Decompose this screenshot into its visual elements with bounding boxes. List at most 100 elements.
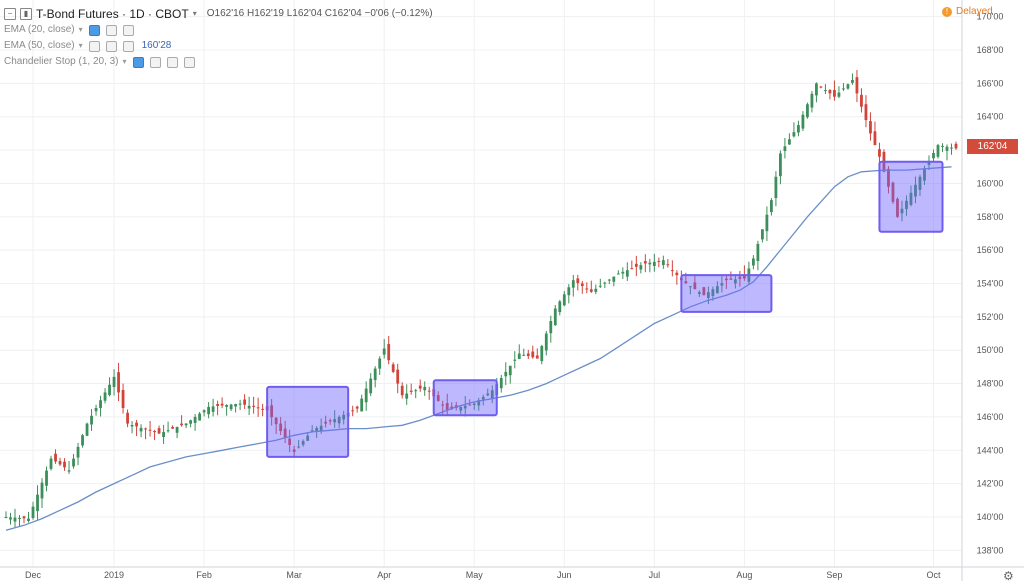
candle-body — [441, 404, 445, 406]
indicator-chandelier[interactable]: Chandelier Stop (1, 20, 3) ▾ — [4, 54, 433, 70]
highlight-box — [680, 274, 773, 313]
ohlc-values: O162'16 H162'19 L162'04 C162'04 −0'06 (−… — [206, 8, 433, 19]
candle-body — [936, 145, 940, 157]
settings-icon[interactable] — [105, 40, 117, 52]
candle-body — [333, 419, 337, 423]
candle-body — [724, 278, 728, 281]
chevron-down-icon[interactable]: ▾ — [122, 57, 127, 66]
candle-body — [864, 104, 868, 121]
candle-body — [824, 90, 827, 92]
candle-body — [27, 518, 30, 521]
chevron-down-icon[interactable]: ▾ — [78, 41, 83, 50]
candle-body — [261, 408, 265, 410]
y-tick-label: 164'00 — [977, 112, 1004, 122]
candle-body — [130, 425, 134, 427]
candle-body — [229, 404, 233, 410]
candle-body — [76, 446, 80, 458]
indicator-label: Chandelier Stop (1, 20, 3) — [4, 56, 119, 67]
candle-body — [256, 407, 260, 409]
candle-body — [896, 198, 899, 217]
candle-body — [567, 287, 571, 296]
candle-body — [526, 353, 530, 357]
close-icon[interactable] — [183, 56, 195, 68]
candle-body — [220, 403, 224, 406]
candle-body — [585, 288, 589, 290]
candle-body — [369, 378, 373, 394]
y-tick-label: 170'00 — [977, 12, 1004, 22]
candle-body — [941, 145, 944, 147]
gear-icon[interactable]: ⚙ — [1003, 569, 1014, 583]
x-tick-label: Jul — [649, 570, 661, 580]
candle-body — [99, 400, 102, 409]
candle-body — [765, 214, 769, 232]
candle-body — [932, 153, 935, 159]
candle-body — [382, 348, 386, 355]
y-tick-label: 148'00 — [977, 379, 1004, 389]
eye-icon[interactable] — [132, 56, 144, 68]
candle-body — [216, 404, 220, 406]
candle-body — [247, 405, 251, 409]
clock-icon: ! — [942, 6, 952, 17]
candle-body — [652, 261, 656, 266]
close-icon[interactable] — [122, 24, 134, 36]
candle-body — [459, 406, 463, 411]
collapse-icon[interactable]: − — [4, 8, 16, 20]
highlight-box — [432, 379, 498, 417]
candle-body — [477, 400, 481, 406]
candle-body — [918, 176, 922, 190]
symbol-title[interactable]: T-Bond Futures · 1D · CBOT — [36, 7, 189, 21]
candle-body — [36, 494, 39, 512]
candle-body — [450, 406, 454, 410]
candle-body — [783, 146, 787, 151]
candle-body — [274, 417, 278, 425]
y-tick-label: 166'00 — [977, 78, 1004, 88]
candle-body — [761, 229, 764, 240]
close-icon[interactable] — [122, 40, 134, 52]
candle-body — [153, 431, 156, 433]
candle-body — [144, 428, 147, 430]
candle-body — [319, 425, 323, 431]
delayed-badge[interactable]: ! Delayed — [942, 6, 993, 17]
candle-body — [463, 405, 467, 409]
candle-body — [558, 301, 562, 313]
indicator-ema50[interactable]: EMA (50, close) ▾ 160'28 — [4, 38, 433, 54]
candle-body — [288, 438, 292, 445]
candle-body — [535, 355, 539, 359]
candle-body — [418, 385, 422, 389]
close-icon[interactable] — [166, 56, 178, 68]
y-tick-label: 142'00 — [977, 479, 1004, 489]
eye-icon[interactable] — [88, 24, 100, 36]
candle-body — [612, 276, 616, 282]
candle-body — [337, 416, 341, 424]
candle-body — [211, 406, 215, 412]
chevron-down-icon[interactable]: ▾ — [192, 9, 197, 18]
eye-icon[interactable] — [88, 40, 100, 52]
candle-body — [819, 86, 823, 88]
candle-body — [954, 143, 958, 149]
chevron-down-icon[interactable]: ▾ — [78, 25, 83, 34]
x-tick-label: Mar — [286, 570, 302, 580]
settings-icon[interactable] — [105, 24, 117, 36]
candle-body — [405, 393, 409, 399]
candle-body — [85, 423, 89, 436]
delayed-label: Delayed — [956, 6, 993, 17]
candle-body — [571, 280, 575, 288]
candle-body — [94, 408, 98, 412]
indicator-ema20[interactable]: EMA (20, close) ▾ — [4, 22, 433, 38]
candle-body — [400, 385, 404, 396]
candle-body — [693, 282, 697, 290]
candle-body — [175, 426, 179, 433]
candle-body — [675, 272, 679, 276]
candle-body — [657, 260, 661, 262]
candle-body — [923, 168, 926, 181]
candle-body — [756, 243, 760, 261]
candle-body — [900, 208, 904, 214]
candle-body — [842, 88, 845, 90]
chart-type-icon[interactable]: ▮ — [20, 8, 32, 20]
y-tick-label: 168'00 — [977, 45, 1004, 55]
candle-body — [414, 390, 418, 392]
candle-body — [598, 285, 602, 287]
settings-icon[interactable] — [149, 56, 161, 68]
candle-body — [576, 278, 580, 284]
candle-body — [697, 292, 701, 294]
